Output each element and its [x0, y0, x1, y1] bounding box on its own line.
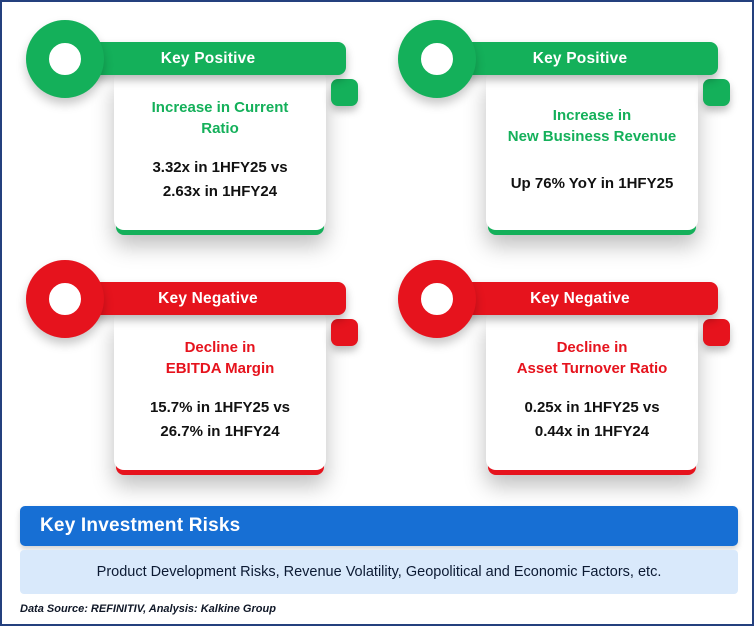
key-label: Key Negative: [530, 289, 630, 307]
metric-title-line1: Decline in: [556, 339, 628, 357]
key-shaft: Key Positive: [442, 42, 718, 75]
key-icon: [398, 20, 476, 98]
key-label: Key Negative: [158, 289, 258, 307]
metric-value-line1: 0.25x in 1HFY25 vs: [524, 399, 660, 417]
metric-title-line1: Increase in: [552, 106, 632, 124]
metric-card: Decline in EBITDA Margin 15.7% in 1HFY25…: [114, 310, 326, 470]
data-source-note: Data Source: REFINITIV, Analysis: Kalkin…: [20, 603, 276, 615]
key-label: Key Positive: [160, 49, 256, 67]
metric-title-line2: New Business Revenue: [507, 127, 677, 145]
key-callout-negative-2: Decline in Asset Turnover Ratio 0.25x in…: [386, 252, 740, 490]
metric-title: Increase in Current Ratio: [124, 97, 316, 139]
key-icon: [26, 260, 104, 338]
key-callout-positive-1: Increase in Current Ratio 3.32x in 1HFY2…: [14, 12, 368, 250]
metric-title: Decline in EBITDA Margin: [124, 337, 316, 379]
key-callout-negative-1: Decline in EBITDA Margin 15.7% in 1HFY25…: [14, 252, 368, 490]
key-shaft: Key Negative: [442, 282, 718, 315]
metric-title-line2: EBITDA Margin: [165, 360, 275, 378]
metric-title-line1: Increase in Current: [151, 99, 289, 117]
risks-banner: Key Investment Risks: [20, 506, 738, 546]
risks-title: Key Investment Risks: [40, 515, 241, 536]
key-tooth: [703, 79, 730, 106]
key-callout-positive-2: Increase in New Business Revenue Up 76% …: [386, 12, 740, 250]
key-tooth: [331, 319, 358, 346]
metric-title-line2: Ratio: [201, 120, 239, 138]
metric-title: Increase in New Business Revenue: [496, 105, 688, 147]
metric-title: Decline in Asset Turnover Ratio: [496, 337, 688, 379]
metric-value-line1: Up 76% YoY in 1HFY25: [510, 174, 674, 192]
key-shaft: Key Negative: [70, 282, 346, 315]
risks-body-text: Product Development Risks, Revenue Volat…: [96, 564, 662, 580]
metric-value-line2: 26.7% in 1HFY24: [160, 422, 280, 440]
risks-body: Product Development Risks, Revenue Volat…: [20, 550, 738, 594]
metric-card: Increase in New Business Revenue Up 76% …: [486, 70, 698, 230]
metric-value-line2: 2.63x in 1HFY24: [162, 182, 278, 200]
key-shaft: Key Positive: [70, 42, 346, 75]
key-icon: [26, 20, 104, 98]
metric-value-line1: 3.32x in 1HFY25 vs: [152, 159, 288, 177]
metric-value: 0.25x in 1HFY25 vs 0.44x in 1HFY24: [496, 396, 688, 443]
metric-card: Increase in Current Ratio 3.32x in 1HFY2…: [114, 70, 326, 230]
key-icon: [398, 260, 476, 338]
metric-title-line2: Asset Turnover Ratio: [516, 360, 668, 378]
metric-value: Up 76% YoY in 1HFY25: [496, 172, 688, 195]
key-tooth: [331, 79, 358, 106]
metric-value: 3.32x in 1HFY25 vs 2.63x in 1HFY24: [124, 156, 316, 203]
metric-value: 15.7% in 1HFY25 vs 26.7% in 1HFY24: [124, 396, 316, 443]
metric-value-line1: 15.7% in 1HFY25 vs: [149, 399, 291, 417]
key-label: Key Positive: [532, 49, 628, 67]
key-tooth: [703, 319, 730, 346]
metric-title-line1: Decline in: [184, 339, 256, 357]
metric-value-line2: 0.44x in 1HFY24: [534, 422, 650, 440]
metric-card: Decline in Asset Turnover Ratio 0.25x in…: [486, 310, 698, 470]
